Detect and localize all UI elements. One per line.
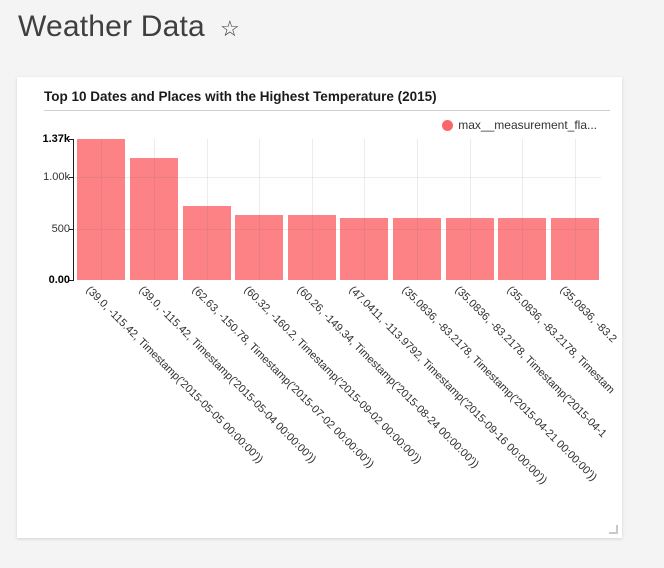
- bar[interactable]: [550, 218, 599, 280]
- bar[interactable]: [129, 158, 178, 280]
- bar[interactable]: [392, 218, 441, 280]
- y-axis-tick: [69, 139, 73, 140]
- y-axis-line: [73, 139, 74, 281]
- y-axis-label: 1.37k: [42, 133, 70, 145]
- bar[interactable]: [182, 206, 231, 280]
- y-axis-label: 500: [51, 223, 70, 235]
- resize-handle-icon[interactable]: [609, 525, 618, 534]
- bar[interactable]: [77, 139, 126, 280]
- x-axis-label: (35.0836, -83.2: [557, 284, 619, 346]
- x-axis-label: (60.32, -160.2, Timestamp('2015-09-02 00…: [241, 284, 424, 467]
- bar[interactable]: [498, 218, 547, 280]
- bar[interactable]: [445, 218, 494, 280]
- chart-card: Top 10 Dates and Places with the Highest…: [17, 77, 622, 538]
- x-axis-label: (62.63, -150.78, Timestamp('2015-07-02 0…: [189, 284, 376, 471]
- title-divider: [44, 110, 610, 111]
- x-axis-label: (39.0, -115.42, Timestamp('2015-05-05 00…: [83, 284, 266, 466]
- chart-title: Top 10 Dates and Places with the Highest…: [44, 89, 437, 104]
- x-axis-label: (60.26, -149.34, Timestamp('2015-08-24 0…: [294, 284, 481, 471]
- y-axis-label: 0.00: [48, 274, 70, 286]
- bar-chart: (39.0, -115.42, Timestamp('2015-05-05 00…: [17, 133, 622, 487]
- favorite-star-icon[interactable]: ☆: [219, 15, 240, 41]
- legend-marker-icon: [442, 119, 454, 131]
- y-axis-tick: [69, 177, 73, 178]
- x-axis-label: (39.0, -115.42, Timestamp('2015-05-04 00…: [136, 284, 319, 466]
- x-axis-label: (47.0411, -113.9792, Timestamp('2015-09-…: [346, 284, 550, 487]
- bar[interactable]: [287, 215, 336, 280]
- dashboard-header: Weather Data ☆: [18, 10, 240, 44]
- y-axis-tick: [69, 229, 73, 230]
- plot-area: (39.0, -115.42, Timestamp('2015-05-05 00…: [75, 139, 618, 487]
- page-title: Weather Data: [18, 10, 205, 43]
- x-axis-label: (35.0836, -83.2178, Timestam: [504, 284, 617, 397]
- y-axis-label: 1.00k: [43, 171, 70, 183]
- bar[interactable]: [340, 218, 389, 280]
- y-axis-tick: [69, 280, 73, 281]
- chart-legend-item[interactable]: max__measurement_fla...: [442, 118, 597, 132]
- x-axis-label: (35.0836, -83.2178, Timestamp('2015-04-2…: [399, 284, 599, 484]
- bar[interactable]: [235, 215, 284, 280]
- legend-label: max__measurement_fla...: [458, 118, 597, 132]
